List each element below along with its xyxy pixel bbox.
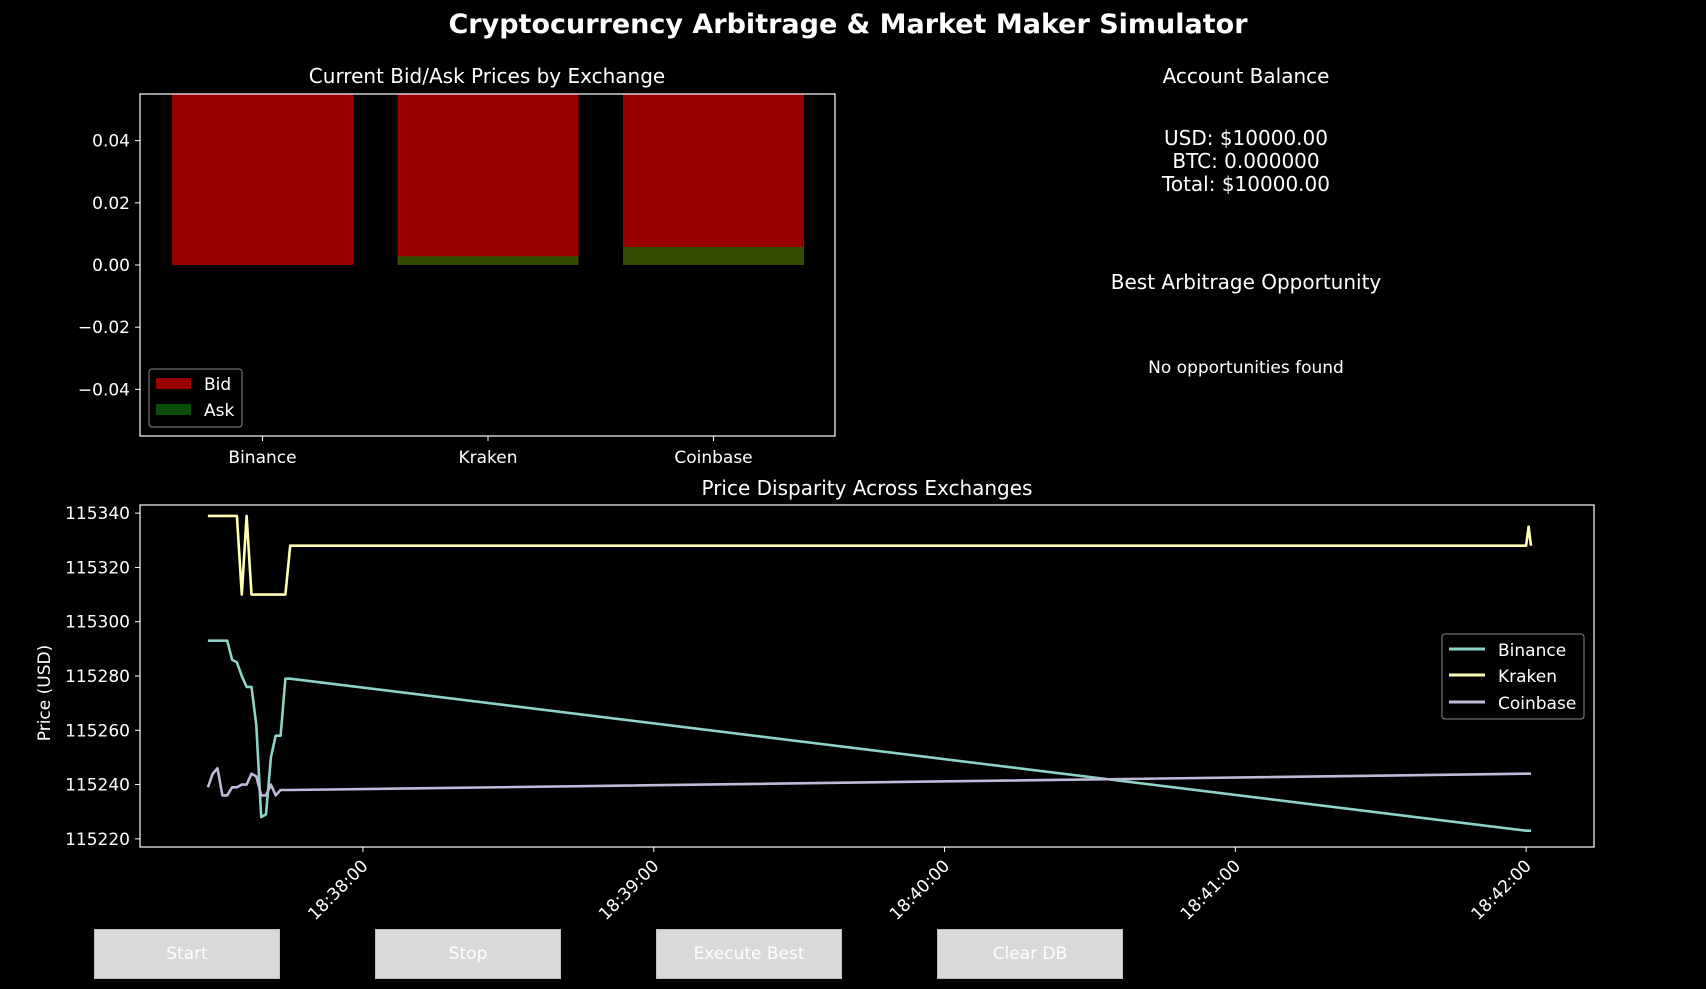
series-line-binance	[207, 639, 1531, 833]
bar-ytick-label: 0.00	[92, 256, 130, 276]
line-chart-frame	[139, 504, 1595, 848]
legend-label-kraken: Kraken	[1498, 667, 1557, 687]
execute-best-button[interactable]: Execute Best	[656, 929, 842, 979]
stop-button[interactable]: Stop	[375, 929, 561, 979]
arbitrage-heading: Best Arbitrage Opportunity	[1111, 270, 1382, 294]
bar-chart-frame	[139, 93, 836, 437]
series-line-kraken	[207, 514, 1533, 596]
account-total: Total: $10000.00	[1161, 172, 1330, 196]
start-button[interactable]: Start	[94, 929, 280, 979]
legend-label-coinbase: Coinbase	[1498, 694, 1576, 714]
line-ytick-label: 115240	[65, 776, 130, 796]
line-chart-ylabel: Price (USD)	[35, 645, 55, 741]
bar-xtick-label: Binance	[228, 448, 296, 468]
line-ytick-label: 115260	[65, 721, 130, 741]
bar-bid-kraken	[397, 94, 579, 265]
bar-ytick-label: 0.02	[92, 194, 130, 214]
bar-bid-coinbase	[623, 94, 804, 265]
account-usd: USD: $10000.00	[1164, 126, 1328, 150]
clear-db-button[interactable]: Clear DB	[937, 929, 1123, 979]
line-legend-box	[1441, 633, 1585, 720]
account-btc: BTC: 0.000000	[1172, 149, 1319, 173]
bar-chart: Current Bid/Ask Prices by Exchange Binan…	[78, 64, 836, 468]
bar-chart-title: Current Bid/Ask Prices by Exchange	[309, 64, 665, 88]
bar-ask-coinbase	[623, 246, 804, 265]
account-heading: Account Balance	[1163, 64, 1330, 88]
bar-ytick-label: 0.04	[92, 132, 130, 152]
series-line-coinbase	[206, 766, 1531, 797]
line-ytick-label: 115220	[65, 830, 130, 850]
legend-label-binance: Binance	[1498, 641, 1566, 661]
legend-label-bid: Bid	[204, 375, 231, 395]
legend-swatch-bid	[156, 378, 191, 389]
line-legend: Binance Kraken Coinbase	[1441, 633, 1585, 720]
line-ytick-label: 115280	[65, 667, 130, 687]
line-ytick-label: 115320	[65, 558, 130, 578]
bar-ytick-label: −0.02	[78, 318, 130, 338]
line-chart-title: Price Disparity Across Exchanges	[702, 476, 1033, 500]
line-ytick-label: 115340	[65, 504, 130, 524]
bar-xtick-label: Kraken	[458, 448, 517, 468]
bar-ytick-label: −0.04	[78, 380, 130, 400]
line-chart: Price Disparity Across Exchanges Price (…	[35, 476, 1595, 925]
bar-xtick-label: Coinbase	[674, 448, 752, 468]
bar-ask-kraken	[397, 256, 579, 265]
main-title: Cryptocurrency Arbitrage & Market Maker …	[448, 9, 1248, 40]
legend-label-ask: Ask	[204, 401, 234, 421]
account-panel: Account Balance USD: $10000.00 BTC: 0.00…	[1111, 64, 1382, 378]
bar-bid-binance	[172, 94, 353, 265]
legend-swatch-ask	[156, 404, 191, 415]
bar-legend: Bid Ask	[148, 368, 243, 428]
arbitrage-message: No opportunities found	[1148, 358, 1344, 378]
line-ytick-label: 115300	[65, 613, 130, 633]
